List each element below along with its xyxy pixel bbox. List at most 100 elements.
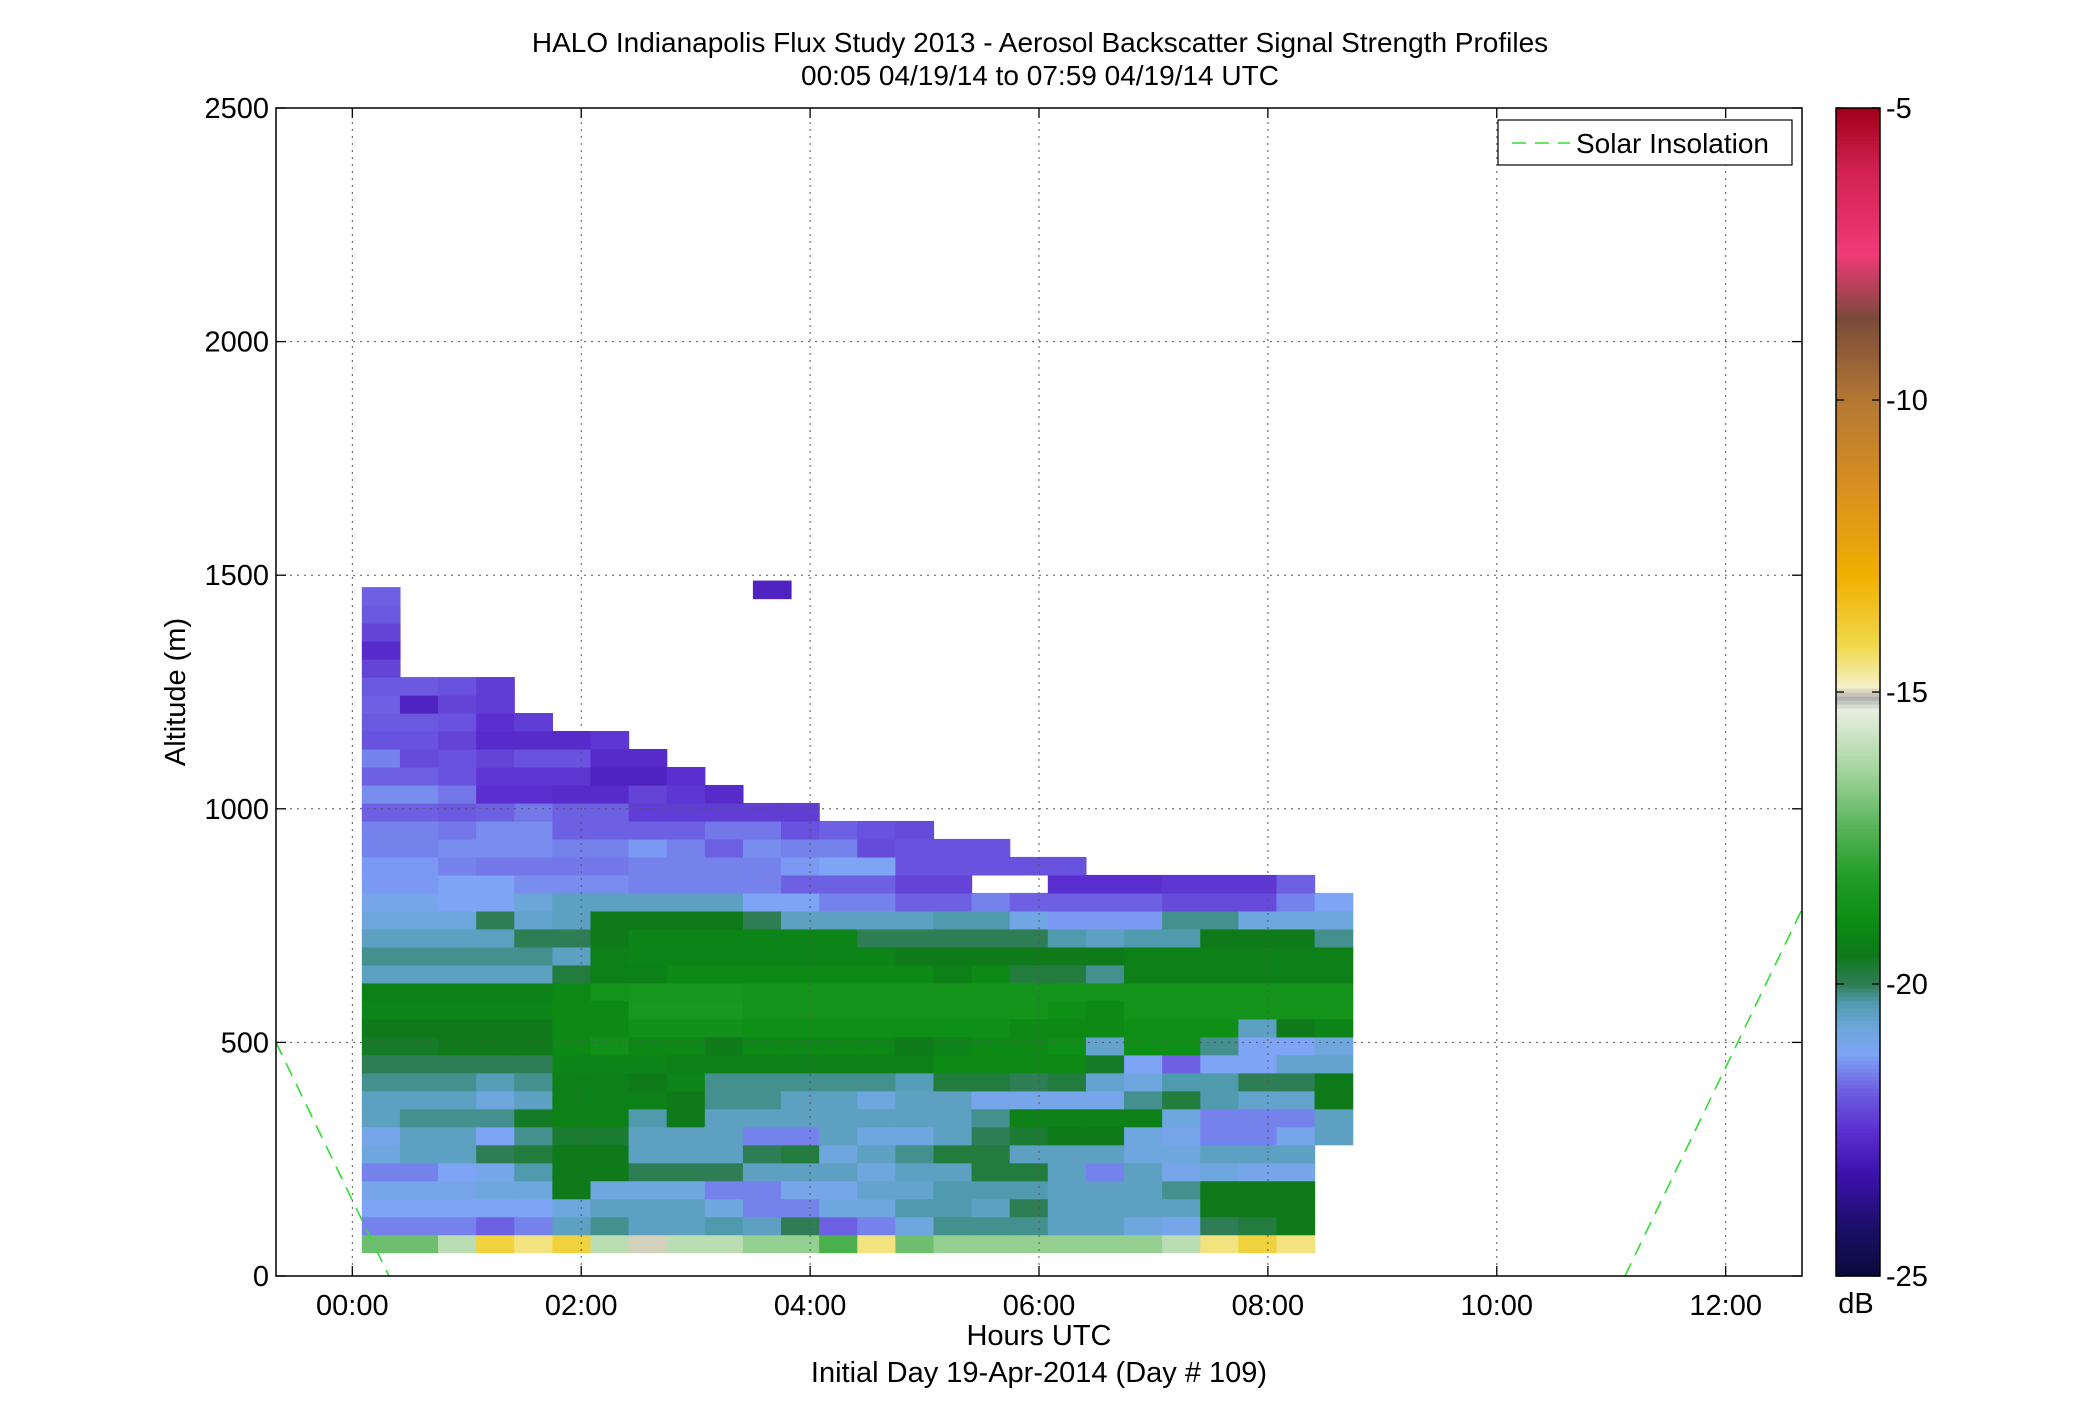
heatmap-cell <box>1238 1180 1278 1200</box>
heatmap-cell <box>819 1180 858 1200</box>
heatmap-cell <box>1238 910 1278 930</box>
heatmap-cell <box>438 749 477 768</box>
heatmap-cell <box>819 1036 858 1056</box>
heatmap-cell <box>1314 1126 1354 1146</box>
heatmap-cell <box>438 1216 477 1236</box>
colorbar-segment <box>1836 312 1880 317</box>
colorbar-segment <box>1836 1248 1880 1253</box>
heatmap-cell <box>971 1144 1011 1164</box>
heatmap-cell <box>514 1072 553 1092</box>
heatmap-cell <box>399 928 439 948</box>
heatmap-cell <box>628 910 668 930</box>
heatmap-cell <box>590 910 630 930</box>
heatmap-cell <box>399 1018 439 1038</box>
heatmap-cell <box>971 1090 1011 1110</box>
heatmap-cell <box>361 1036 401 1056</box>
heatmap-cell <box>1200 892 1239 912</box>
heatmap-cell <box>438 1108 477 1128</box>
heatmap-cell <box>742 1198 782 1218</box>
heatmap-cell <box>933 1018 973 1038</box>
heatmap-cell <box>971 910 1011 930</box>
heatmap-cell <box>514 1216 553 1236</box>
colorbar-segment <box>1836 452 1880 457</box>
heatmap-cell <box>1047 1018 1087 1038</box>
heatmap-cell <box>438 892 477 912</box>
colorbar-segment <box>1836 476 1880 481</box>
heatmap-cell <box>552 1036 592 1056</box>
colorbar-segment <box>1836 400 1880 405</box>
heatmap-cell <box>1047 1198 1087 1218</box>
heatmap-cell <box>628 928 668 948</box>
colorbar-segment <box>1836 752 1880 757</box>
heatmap-cell <box>704 1216 744 1236</box>
heatmap-cell <box>704 928 744 948</box>
heatmap-cell <box>399 713 439 732</box>
heatmap-cell <box>514 1054 553 1074</box>
heatmap-cell <box>1085 1090 1125 1110</box>
heatmap-cell <box>1085 892 1125 912</box>
colorbar-segment <box>1836 588 1880 593</box>
heatmap-cell <box>399 677 439 696</box>
heatmap-cell <box>361 659 401 678</box>
heatmap-cell <box>666 1054 706 1074</box>
heatmap-cell <box>438 1144 477 1164</box>
heatmap-cell <box>1238 1036 1278 1056</box>
colorbar-segment <box>1836 984 1880 989</box>
colorbar-segment <box>1836 1064 1880 1069</box>
heatmap-cell <box>781 838 820 858</box>
heatmap-cell <box>1314 1000 1354 1020</box>
heatmap-cell <box>361 641 401 660</box>
heatmap-cell <box>1124 1108 1163 1128</box>
colorbar-segment <box>1836 724 1880 729</box>
heatmap-cell <box>781 856 820 876</box>
heatmap-cell <box>628 802 668 822</box>
heatmap-cell <box>819 964 858 984</box>
heatmap-cell <box>742 856 782 876</box>
heatmap-cell <box>1085 982 1125 1002</box>
colorbar-segment <box>1836 380 1880 385</box>
heatmap-cell <box>781 928 820 948</box>
heatmap-cell <box>361 623 401 642</box>
heatmap-cell <box>857 1180 896 1200</box>
heatmap-cell <box>438 820 477 840</box>
heatmap-cell <box>1124 1162 1163 1182</box>
heatmap-cell <box>895 910 935 930</box>
colorbar-segment <box>1836 1024 1880 1029</box>
heatmap-cell <box>704 802 744 822</box>
heatmap-cell <box>476 1144 515 1164</box>
heatmap-cell <box>476 874 515 894</box>
x-axis-sublabel: Initial Day 19-Apr-2014 (Day # 109) <box>811 1357 1267 1389</box>
heatmap-cell <box>399 1144 439 1164</box>
heatmap-cell <box>514 892 553 912</box>
colorbar-segment <box>1836 320 1880 325</box>
heatmap-cell <box>895 1216 935 1236</box>
colorbar-segment <box>1836 1132 1880 1137</box>
heatmap-cell <box>590 802 630 822</box>
heatmap-cell <box>1047 1234 1087 1254</box>
heatmap-cell <box>1276 892 1316 912</box>
heatmap-cell <box>666 964 706 984</box>
heatmap-cell <box>552 1090 592 1110</box>
colorbar-segment <box>1836 584 1880 589</box>
colorbar-segment <box>1836 536 1880 541</box>
heatmap-cell <box>666 910 706 930</box>
colorbar-segment <box>1836 488 1880 493</box>
heatmap-cell <box>704 982 744 1002</box>
heatmap-cell <box>438 874 477 894</box>
heatmap-cell <box>476 695 515 714</box>
heatmap-cell <box>895 928 935 948</box>
heatmap-cell <box>438 1090 477 1110</box>
heatmap-cell <box>1200 1180 1239 1200</box>
colorbar-segment <box>1836 1196 1880 1201</box>
heatmap-cell <box>1238 1018 1278 1038</box>
heatmap-cell <box>933 982 973 1002</box>
heatmap-cell <box>628 1090 668 1110</box>
heatmap-cell <box>1162 1216 1201 1236</box>
heatmap-cell <box>895 1180 935 1200</box>
colorbar-segment <box>1836 872 1880 877</box>
colorbar-segment <box>1836 552 1880 557</box>
heatmap-cell <box>1085 874 1125 894</box>
heatmap-cell <box>1162 1144 1201 1164</box>
heatmap-cell <box>1124 1054 1163 1074</box>
colorbar-segment <box>1836 256 1880 261</box>
